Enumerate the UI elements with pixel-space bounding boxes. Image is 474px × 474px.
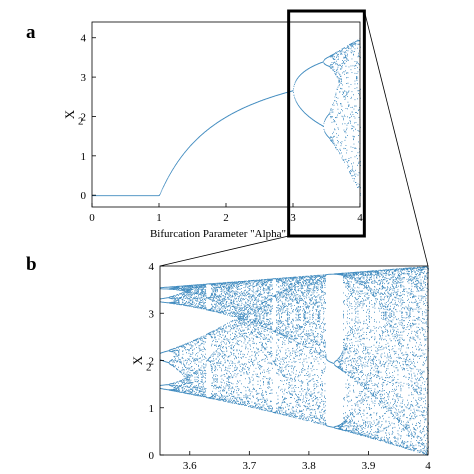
panel-b-letter: b (26, 254, 37, 275)
zoom-indicator (159, 9, 429, 267)
y-tick-label: 2 (81, 111, 87, 123)
y-tick-label: 4 (81, 33, 87, 45)
y-axis-label-subscript: 2 (146, 362, 152, 374)
y-tick-label: 4 (149, 261, 155, 273)
x-tick-label: 3.9 (362, 460, 376, 472)
y-axis-label-subscript: 2 (78, 116, 84, 128)
point-cloud (92, 38, 361, 197)
y-tick-label: 0 (149, 450, 155, 462)
x-tick-label: 4 (425, 460, 431, 472)
y-axis-label: X (130, 355, 145, 365)
x-tick-label: 4 (357, 212, 363, 224)
zoom-connector-left (159, 235, 289, 267)
y-tick-label: 0 (81, 190, 87, 202)
x-tick-label: 1 (156, 212, 162, 224)
x-tick-label: 3.8 (302, 460, 316, 472)
y-tick-label: 2 (149, 356, 155, 368)
bifurcation-chart-b: 3.6 3.7 3.8 3.9 4 0 1 2 3 4 X2 (130, 261, 431, 472)
y-axis-label: X (62, 109, 77, 119)
x-axis-label: Bifurcation Parameter "Alpha" (150, 228, 286, 240)
y-tick-label: 3 (149, 308, 155, 320)
axes-frame (91, 21, 361, 208)
x-tick-label: 3.7 (242, 460, 256, 472)
zoom-box (287, 9, 366, 238)
y-tick-label: 1 (149, 403, 155, 415)
y-tick-label: 1 (81, 151, 87, 163)
x-tick-label: 0 (89, 212, 95, 224)
scatter-points (92, 38, 361, 197)
scatter-points (160, 266, 429, 456)
x-tick-label: 3.6 (183, 460, 197, 472)
panel-a-letter: a (26, 22, 36, 43)
zoom-connector-right (363, 10, 429, 267)
x-tick-label: 3 (290, 212, 296, 224)
x-tick-label: 2 (223, 212, 229, 224)
point-cloud (160, 266, 429, 456)
y-tick-label: 3 (81, 72, 87, 84)
